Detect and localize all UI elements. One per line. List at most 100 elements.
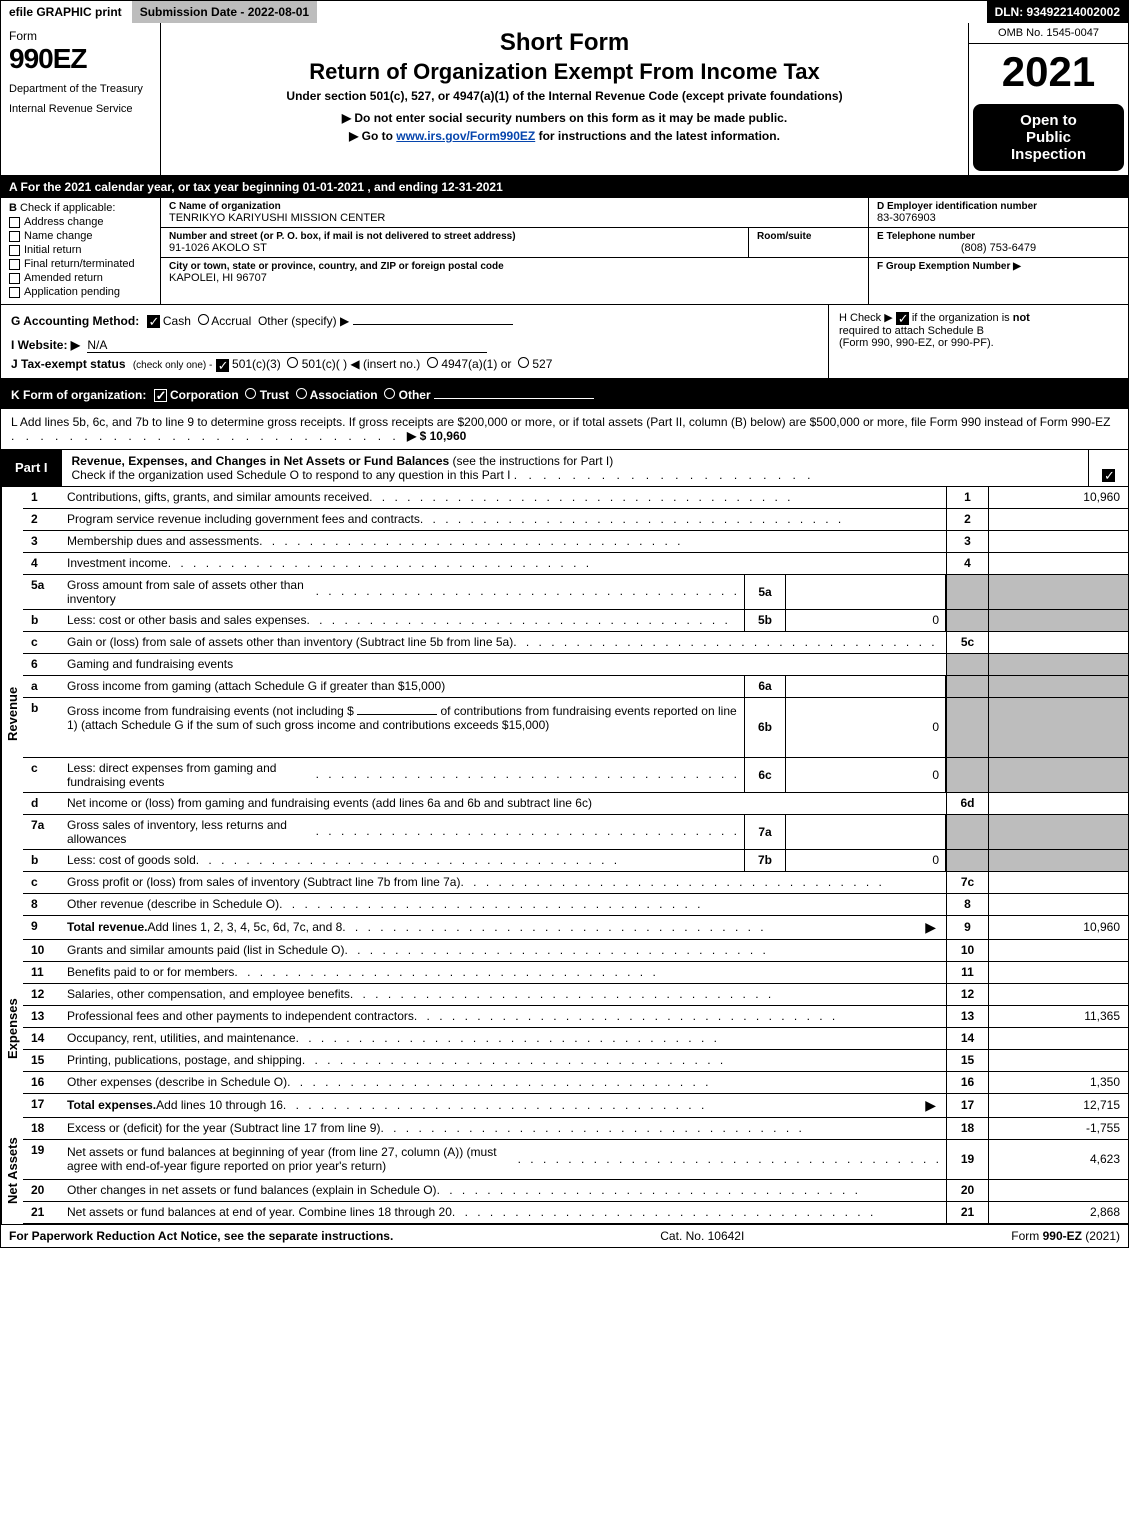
right-val-grey bbox=[988, 654, 1128, 675]
line-9: 9 Total revenue. Add lines 1, 2, 3, 4, 5… bbox=[23, 916, 1128, 940]
open-line3: Inspection bbox=[977, 146, 1120, 163]
line-desc: Printing, publications, postage, and shi… bbox=[67, 1053, 302, 1067]
line-num: 12 bbox=[23, 984, 63, 1005]
footer-right: Form 990-EZ (2021) bbox=[1011, 1229, 1120, 1243]
netassets-section: Net Assets 18 Excess or (deficit) for th… bbox=[1, 1118, 1128, 1224]
checkbox-icon[interactable] bbox=[9, 231, 20, 242]
contrib-amount-field[interactable] bbox=[357, 701, 437, 715]
g-label: G Accounting Method: bbox=[11, 314, 139, 328]
right-num: 21 bbox=[946, 1202, 988, 1223]
line-desc: Investment income bbox=[67, 556, 168, 570]
h-line3: (Form 990, 990-EZ, or 990-PF). bbox=[839, 337, 994, 349]
line-num: c bbox=[23, 872, 63, 893]
line-num: 2 bbox=[23, 509, 63, 530]
expenses-side-label: Expenses bbox=[1, 940, 23, 1118]
j-4947-radio[interactable] bbox=[427, 357, 438, 368]
right-val bbox=[988, 793, 1128, 814]
line-13: 13 Professional fees and other payments … bbox=[23, 1006, 1128, 1028]
checkbox-icon[interactable] bbox=[9, 287, 20, 298]
line-num: 11 bbox=[23, 962, 63, 983]
footer-form-suffix: (2021) bbox=[1082, 1229, 1120, 1243]
j-527-radio[interactable] bbox=[518, 357, 529, 368]
sub-label: 5a bbox=[744, 575, 786, 609]
chk-final-return: Final return/terminated bbox=[9, 258, 152, 270]
line-3: 3 Membership dues and assessments 3 bbox=[23, 531, 1128, 553]
k-assoc-radio[interactable] bbox=[296, 388, 307, 399]
line-num: 14 bbox=[23, 1028, 63, 1049]
right-num: 17 bbox=[946, 1094, 988, 1117]
k-other: Other bbox=[399, 388, 431, 402]
right-val-grey bbox=[988, 758, 1128, 792]
right-num: 4 bbox=[946, 553, 988, 574]
topbar-spacer bbox=[319, 1, 986, 23]
accrual-radio[interactable] bbox=[198, 314, 209, 325]
room-label: Room/suite bbox=[757, 231, 860, 242]
line-num: b bbox=[23, 850, 63, 871]
expenses-section: Expenses 10 Grants and similar amounts p… bbox=[1, 940, 1128, 1118]
line-desc: Grants and similar amounts paid (list in… bbox=[67, 943, 344, 957]
line-num: 13 bbox=[23, 1006, 63, 1027]
website-value: N/A bbox=[87, 338, 487, 353]
irs-link[interactable]: www.irs.gov/Form990EZ bbox=[396, 129, 535, 143]
line-desc: Gross income from gaming (attach Schedul… bbox=[67, 679, 445, 693]
line-desc: Other changes in net assets or fund bala… bbox=[67, 1183, 437, 1197]
j-501c-radio[interactable] bbox=[287, 357, 298, 368]
right-val: 4,623 bbox=[988, 1140, 1128, 1179]
row-l: L Add lines 5b, 6c, and 7b to line 9 to … bbox=[1, 409, 1128, 450]
right-val bbox=[988, 632, 1128, 653]
line-desc1: Gross income from fundraising events (no… bbox=[67, 704, 354, 718]
city-label: City or town, state or province, country… bbox=[169, 261, 860, 272]
instr-goto-suffix: for instructions and the latest informat… bbox=[535, 129, 780, 143]
h-not: not bbox=[1013, 312, 1030, 324]
right-val bbox=[988, 872, 1128, 893]
footer-form-number: 990-EZ bbox=[1043, 1229, 1082, 1243]
instr-goto: ▶ Go to www.irs.gov/Form990EZ for instru… bbox=[169, 129, 960, 143]
right-num: 19 bbox=[946, 1140, 988, 1179]
cash-label: Cash bbox=[163, 314, 191, 328]
form-number: 990EZ bbox=[9, 43, 152, 75]
form-header: Form 990EZ Department of the Treasury In… bbox=[1, 23, 1128, 176]
ein-value: 83-3076903 bbox=[877, 212, 1120, 224]
ein-label: D Employer identification number bbox=[877, 201, 1120, 212]
k-other-field[interactable] bbox=[434, 385, 594, 399]
group-exemption-label: F Group Exemption Number ▶ bbox=[877, 261, 1120, 272]
netassets-side-label: Net Assets bbox=[1, 1118, 23, 1224]
box-c: C Name of organization TENRIKYO KARIYUSH… bbox=[161, 198, 868, 304]
sub-label: 6b bbox=[744, 698, 786, 757]
omb-number: OMB No. 1545-0047 bbox=[969, 23, 1128, 44]
other-specify-field[interactable] bbox=[353, 311, 513, 325]
right-val: 10,960 bbox=[988, 916, 1128, 939]
right-num-grey bbox=[946, 610, 988, 631]
line-num: 4 bbox=[23, 553, 63, 574]
right-num: 11 bbox=[946, 962, 988, 983]
open-line2: Public bbox=[977, 129, 1120, 146]
line-desc: Net assets or fund balances at beginning… bbox=[67, 1145, 518, 1173]
k-corp-check[interactable] bbox=[154, 389, 167, 402]
sub-val: 0 bbox=[786, 850, 946, 871]
checkbox-icon[interactable] bbox=[9, 273, 20, 284]
line-11: 11 Benefits paid to or for members 11 bbox=[23, 962, 1128, 984]
row-g: G Accounting Method: Cash Accrual Other … bbox=[1, 305, 828, 378]
k-other-radio[interactable] bbox=[384, 388, 395, 399]
right-val bbox=[988, 553, 1128, 574]
chk-label: Application pending bbox=[24, 286, 120, 298]
line-6: 6 Gaming and fundraising events bbox=[23, 654, 1128, 676]
line-6c: c Less: direct expenses from gaming and … bbox=[23, 758, 1128, 793]
dln: DLN: 93492214002002 bbox=[987, 1, 1128, 23]
checkbox-icon[interactable] bbox=[9, 259, 20, 270]
cash-checkbox[interactable] bbox=[147, 315, 160, 328]
checkbox-icon[interactable] bbox=[9, 217, 20, 228]
h-checkbox[interactable] bbox=[896, 312, 909, 325]
right-num: 7c bbox=[946, 872, 988, 893]
checkbox-icon[interactable] bbox=[9, 245, 20, 256]
j-501c3-check[interactable] bbox=[216, 359, 229, 372]
right-val: 12,715 bbox=[988, 1094, 1128, 1117]
row-h: H Check ▶ if the organization is not req… bbox=[828, 305, 1128, 378]
right-val bbox=[988, 940, 1128, 961]
c-name-label: C Name of organization bbox=[169, 201, 860, 212]
right-val-grey bbox=[988, 610, 1128, 631]
right-num: 13 bbox=[946, 1006, 988, 1027]
part1-checkbox[interactable] bbox=[1102, 469, 1115, 482]
k-trust-radio[interactable] bbox=[245, 388, 256, 399]
part1-title-suffix: (see the instructions for Part I) bbox=[449, 454, 613, 468]
